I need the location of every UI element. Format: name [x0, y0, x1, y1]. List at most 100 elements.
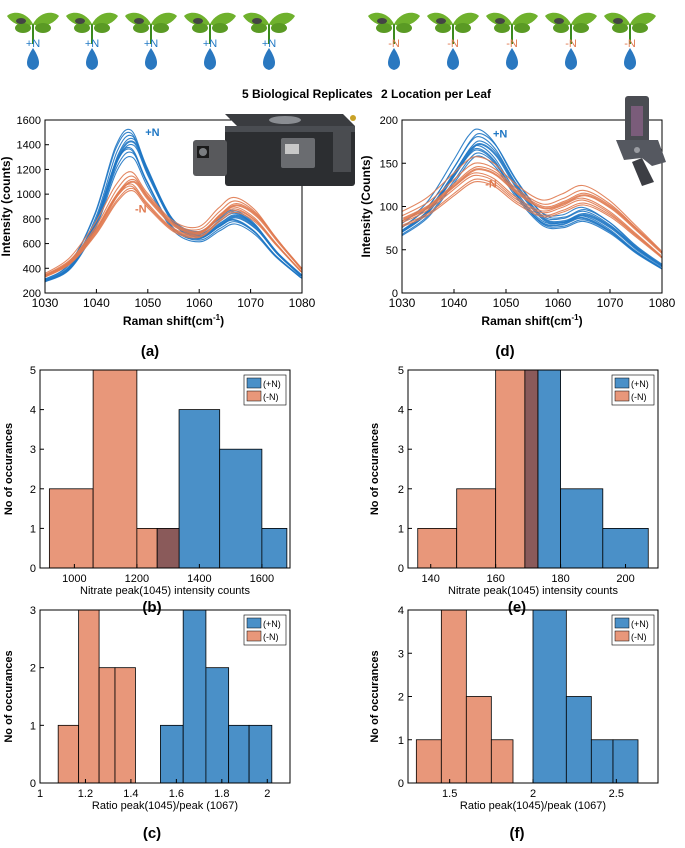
y-tick-label: 1400	[17, 140, 41, 152]
seed-leaf	[612, 23, 628, 33]
seed-leaf	[94, 23, 110, 33]
chart-panel-d: +N -N 1030 1040 1050 1060 1070 1080 0 50 100 150 200…	[359, 115, 676, 360]
seed-leaf	[15, 23, 31, 33]
histogram-bar-plus-n	[182, 609, 207, 784]
histogram-bar-minus-n	[495, 369, 526, 569]
leaf	[453, 12, 479, 26]
series-annotation: +N	[145, 127, 159, 139]
leaf	[512, 12, 538, 26]
legend-swatch	[246, 630, 262, 642]
legend-label: (-N)	[631, 392, 647, 402]
legend: (+N) (-N)	[243, 374, 287, 406]
y-tick-label: 100	[380, 202, 398, 214]
histogram-bar-plus-n	[261, 528, 288, 569]
legend-label: (+N)	[631, 619, 649, 629]
sensor-chip-icon	[554, 18, 564, 24]
series-annotation: -N	[485, 178, 497, 190]
axes-box	[44, 119, 303, 294]
histogram-bar-plus-n	[612, 739, 639, 784]
leaf	[210, 12, 236, 26]
legend: (+N) (-N)	[611, 374, 655, 406]
x-axis-label-sup: -1	[571, 313, 579, 322]
y-tick-label: 800	[23, 214, 41, 226]
series-annotation: -N	[135, 204, 147, 216]
x-axis-label: Ratio peak(1045)/peak (1067)	[460, 800, 606, 812]
y-tick-label: 1000	[17, 189, 41, 201]
seed-leaf	[553, 23, 569, 33]
seed-leaf	[455, 23, 471, 33]
y-tick-label: 2	[398, 692, 404, 704]
x-tick-label: 1030	[389, 296, 416, 310]
seedling-label: +N	[85, 38, 99, 50]
x-tick-label: 1060	[186, 296, 213, 310]
spectrum-line-minus-n	[46, 178, 302, 276]
spectrum-line-minus-n	[45, 187, 302, 278]
x-tick-label: 2	[264, 788, 270, 800]
y-axis-label: No of occurances	[369, 650, 381, 742]
sensor-chip-icon	[75, 18, 85, 24]
water-drop-icon	[145, 48, 157, 70]
sensor-chip-icon	[134, 18, 144, 24]
sensor-chip-icon	[495, 18, 505, 24]
histogram-bar-plus-n	[160, 724, 184, 784]
x-tick-label: 1040	[83, 296, 110, 310]
histogram-bar-plus-n	[565, 696, 592, 784]
x-tick-label: 1600	[250, 573, 274, 585]
histogram-bar-plus-n	[532, 609, 567, 784]
x-tick-label: 1.8	[214, 788, 229, 800]
seed-leaf	[514, 23, 530, 33]
spectrum-line-minus-n	[403, 166, 662, 253]
x-tick-label: 1030	[32, 296, 59, 310]
minus-n-seedlings	[368, 12, 656, 70]
x-axis-label-text: Nitrate peak(1045) intensity counts	[80, 585, 250, 597]
seedling-label: -N	[624, 38, 636, 50]
x-tick-label: 2	[530, 788, 536, 800]
axes-box	[407, 369, 659, 569]
spectrum-line-minus-n	[402, 180, 662, 259]
sensor-chip-icon	[377, 18, 387, 24]
x-tick-label: 1080	[289, 296, 316, 310]
x-tick-label: 1	[37, 788, 43, 800]
axes-box	[39, 609, 291, 784]
seedling-label: +N	[26, 38, 40, 50]
water-drop-icon	[263, 48, 275, 70]
seedling-label: -N	[447, 38, 459, 50]
seedling-label: +N	[262, 38, 276, 50]
legend-swatch	[246, 390, 262, 402]
leaf	[571, 12, 597, 26]
chart-panel-a: +N -N 1030 1040 1050 1060 1070 1080 200 400 600 800…	[0, 115, 316, 360]
legend-swatch	[614, 390, 630, 402]
y-axis-label: No of occurances	[3, 423, 15, 515]
x-tick-label: 1040	[441, 296, 468, 310]
x-tick-label: 1.2	[78, 788, 93, 800]
y-tick-label: 5	[398, 365, 404, 377]
histogram-bar-minus-n	[417, 528, 458, 569]
series-lines	[45, 128, 302, 283]
histogram-bar-minus-n	[415, 739, 442, 784]
y-tick-label: 5	[30, 365, 36, 377]
spectrum-line-minus-n	[45, 175, 302, 276]
spectrum-line-minus-n	[402, 168, 662, 255]
y-tick-label: 3	[30, 605, 36, 617]
histogram-bar-minus-n	[48, 488, 94, 569]
seed-leaf	[573, 23, 589, 33]
series-annotation: +N	[493, 128, 507, 140]
x-axis-label-text: Nitrate peak(1045) intensity counts	[448, 585, 618, 597]
x-tick-label: 180	[551, 573, 569, 585]
seed-leaf	[153, 23, 169, 33]
x-tick-label: 1070	[597, 296, 624, 310]
seed-leaf	[632, 23, 648, 33]
x-tick-label: 1200	[125, 573, 149, 585]
x-axis-label-text: Raman shift(cm	[123, 314, 213, 328]
x-axis-label: Ratio peak(1045)/peak (1067)	[92, 800, 238, 812]
seedling-label: +N	[144, 38, 158, 50]
y-tick-label: 2	[30, 484, 36, 496]
x-tick-label: 1000	[62, 573, 86, 585]
histogram-bar-plus-n	[178, 409, 221, 569]
y-tick-label: 3	[30, 444, 36, 456]
water-drop-icon	[624, 48, 636, 70]
minus-n-labels: -N -N -N -N -N	[388, 38, 636, 50]
right-caption: 2 Location per Leaf	[381, 87, 492, 101]
y-tick-label: 1200	[17, 164, 41, 176]
